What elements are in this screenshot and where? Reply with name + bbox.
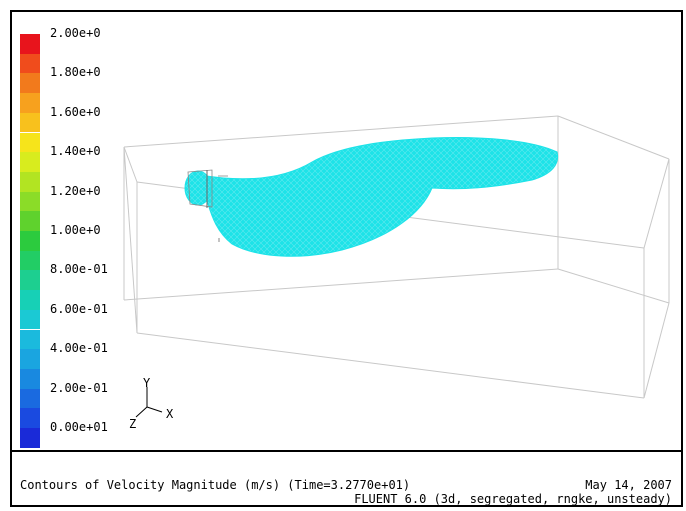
legend-label: 1.80e+0 <box>50 65 101 80</box>
legend-label: 1.40e+0 <box>50 144 101 159</box>
x-axis-label: X <box>166 407 174 421</box>
plot-title: Contours of Velocity Magnitude (m/s) (Ti… <box>20 478 411 492</box>
legend-label: 8.00e-01 <box>50 262 108 277</box>
y-axis-label: Y <box>143 376 151 390</box>
legend-label: 1.20e+0 <box>50 183 101 198</box>
legend-swatch <box>20 428 40 448</box>
legend-swatch <box>20 73 40 94</box>
legend-swatch <box>20 112 40 133</box>
fluent-graphics-window: 2.00e+0 1.80e+0 1.60e+0 1.40e+0 1.20e+0 1.00e… <box>10 10 683 507</box>
legend-swatch <box>20 270 40 291</box>
legend-swatch <box>20 329 40 350</box>
solver-info: FLUENT 6.0 (3d, segregated, rngke, unste… <box>354 492 672 506</box>
legend-swatch <box>20 93 40 113</box>
legend-swatch <box>20 368 40 389</box>
legend-swatch <box>20 250 40 271</box>
legend-swatch <box>20 152 40 172</box>
legend-swatch <box>20 34 40 54</box>
legend-label: 4.00e-01 <box>50 341 108 356</box>
velocity-contour-surface <box>184 137 559 257</box>
3d-scene: Y X Z <box>123 115 670 431</box>
legend-swatch <box>20 309 40 330</box>
legend-swatch <box>20 349 40 369</box>
legend-label: 1.00e+0 <box>50 223 101 237</box>
legend-label: 2.00e-01 <box>50 380 108 395</box>
legend-swatch <box>20 53 40 74</box>
legend-swatch <box>20 408 40 428</box>
legend-swatch <box>20 388 40 409</box>
legend-swatch <box>20 171 40 192</box>
graphics-viewport[interactable]: 2.00e+0 1.80e+0 1.60e+0 1.40e+0 1.20e+0 1.00e… <box>12 12 681 452</box>
legend-swatch <box>20 132 40 153</box>
legend-swatch <box>20 211 40 231</box>
legend-label: 6.00e-01 <box>50 301 108 316</box>
plot-date: May 14, 2007 <box>585 478 672 492</box>
z-axis-label: Z <box>129 417 136 431</box>
legend-label: 2.00e+0 <box>50 26 101 40</box>
axis-triad <box>135 387 163 418</box>
legend-swatch <box>20 231 40 251</box>
legend-label: 1.60e+0 <box>50 104 101 119</box>
legend-label: 0.00e+01 <box>50 420 108 434</box>
info-panel: Contours of Velocity Magnitude (m/s) (Ti… <box>12 452 681 506</box>
legend-swatch <box>20 191 40 212</box>
legend-swatch <box>20 290 40 310</box>
